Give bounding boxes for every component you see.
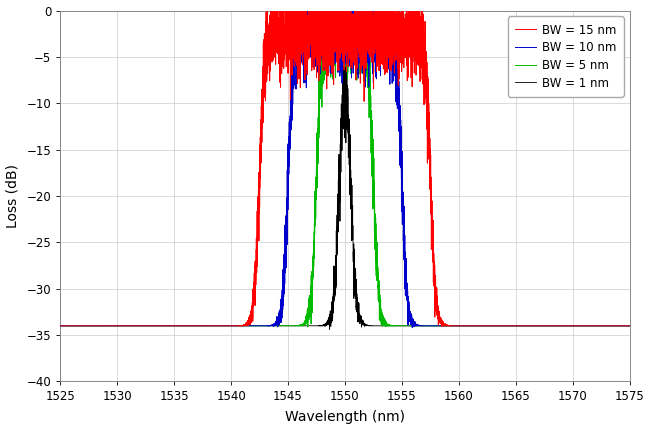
BW = 15 nm — [438, 324, 446, 329]
BW = 5 nm — [478, 323, 486, 329]
BW = 10 nm — [478, 323, 486, 329]
BW = 15 nm — [478, 323, 486, 329]
BW = 15 nm — [626, 323, 634, 329]
BW = 15 nm — [85, 323, 93, 329]
BW = 5 nm — [626, 323, 634, 329]
BW = 10 nm — [393, 67, 401, 72]
BW = 10 nm — [418, 323, 426, 329]
BW = 10 nm — [85, 323, 93, 329]
BW = 10 nm — [408, 325, 416, 330]
BW = 5 nm — [85, 323, 93, 329]
BW = 1 nm — [478, 323, 486, 329]
Line: BW = 5 nm: BW = 5 nm — [60, 11, 630, 327]
BW = 1 nm — [263, 323, 270, 329]
BW = 1 nm — [57, 323, 64, 329]
BW = 10 nm — [626, 323, 634, 329]
BW = 15 nm — [418, 45, 426, 50]
BW = 10 nm — [295, 8, 303, 13]
BW = 15 nm — [509, 323, 517, 329]
Line: BW = 1 nm: BW = 1 nm — [60, 46, 630, 329]
BW = 5 nm — [321, 8, 329, 13]
BW = 1 nm — [341, 43, 348, 48]
BW = 10 nm — [57, 323, 64, 329]
BW = 5 nm — [57, 323, 64, 329]
BW = 5 nm — [509, 323, 517, 329]
BW = 10 nm — [509, 323, 517, 329]
BW = 1 nm — [626, 323, 634, 329]
BW = 15 nm — [263, 58, 270, 63]
Legend: BW = 15 nm, BW = 10 nm, BW = 5 nm, BW = 1 nm: BW = 15 nm, BW = 10 nm, BW = 5 nm, BW = … — [508, 16, 623, 97]
BW = 5 nm — [393, 323, 401, 329]
BW = 10 nm — [263, 323, 270, 329]
BW = 5 nm — [418, 323, 426, 329]
Y-axis label: Loss (dB): Loss (dB) — [6, 164, 20, 228]
Line: BW = 10 nm: BW = 10 nm — [60, 11, 630, 328]
BW = 1 nm — [393, 323, 401, 329]
BW = 5 nm — [263, 323, 270, 329]
BW = 5 nm — [304, 324, 312, 329]
BW = 15 nm — [393, 46, 401, 51]
BW = 1 nm — [326, 327, 333, 332]
BW = 1 nm — [85, 323, 93, 329]
BW = 15 nm — [263, 8, 271, 13]
X-axis label: Wavelength (nm): Wavelength (nm) — [285, 411, 405, 424]
Line: BW = 15 nm: BW = 15 nm — [60, 11, 630, 327]
BW = 15 nm — [57, 323, 64, 329]
BW = 1 nm — [509, 323, 517, 329]
BW = 1 nm — [418, 323, 426, 329]
